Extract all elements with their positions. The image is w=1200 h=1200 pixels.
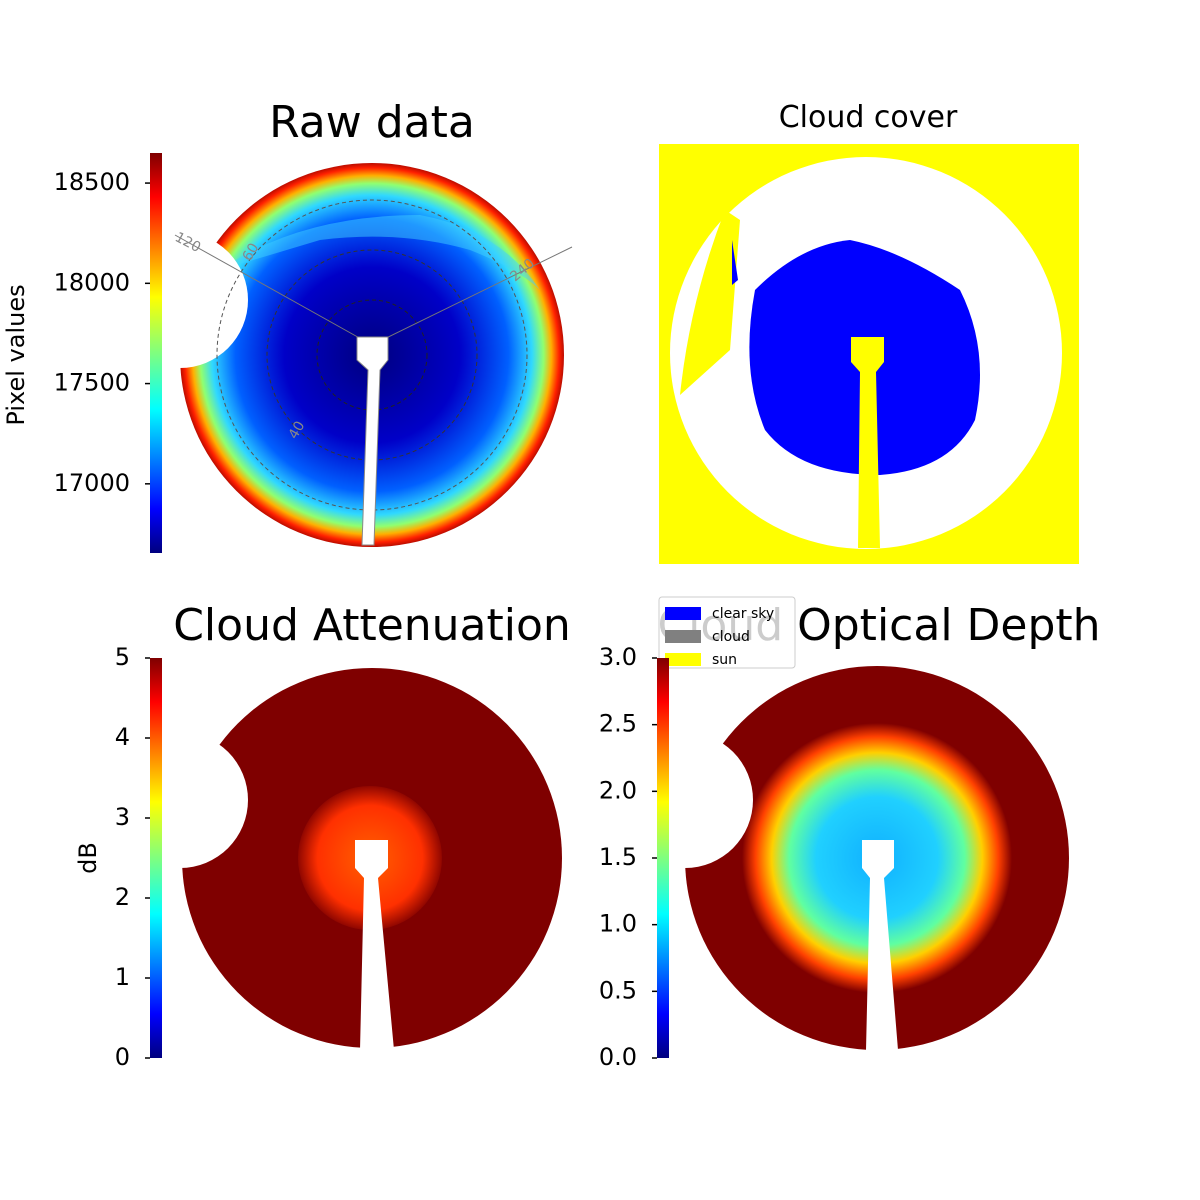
title: Cloud Attenuation <box>173 600 571 651</box>
raw-image <box>112 163 573 547</box>
legend: clear sky cloud sun <box>658 596 796 669</box>
legend-label: clear sky <box>712 606 774 622</box>
legend-swatch <box>665 630 701 643</box>
tick-label: 2 <box>115 883 130 911</box>
tick-label: 18000 <box>54 268 130 296</box>
tick-label: 4 <box>115 723 130 751</box>
legend-swatch <box>665 607 701 620</box>
tick-label: 1 <box>115 963 130 991</box>
colorbar <box>657 658 669 1058</box>
tick-label: 1.5 <box>599 843 637 871</box>
title: Raw data <box>269 97 475 148</box>
optical-depth-image <box>617 666 1069 1050</box>
colorbar-label: dB <box>74 842 102 874</box>
tick-label: 5 <box>115 643 130 671</box>
tick-label: 1.0 <box>599 910 637 938</box>
annotation: 60 <box>240 241 263 264</box>
legend-label: sun <box>712 652 737 668</box>
tick-label: 0.5 <box>599 976 637 1004</box>
cloud-cover-image <box>659 144 1079 564</box>
colorbar <box>150 658 162 1058</box>
tick-label: 0.0 <box>599 1043 637 1071</box>
tick-label: 17000 <box>54 469 130 497</box>
tick-label: 3 <box>115 803 130 831</box>
legend-label: cloud <box>712 629 750 645</box>
tick-label: 18500 <box>54 168 130 196</box>
tick-label: 2.5 <box>599 710 637 738</box>
colorbar <box>150 153 162 553</box>
tick-label: 0 <box>115 1043 130 1071</box>
colorbar-label: Pixel values <box>2 284 30 425</box>
legend-swatch <box>665 653 701 666</box>
tick-label: 2.0 <box>599 776 637 804</box>
attenuation-image <box>112 668 562 1050</box>
title: Cloud cover <box>779 100 958 135</box>
tick-label: 3.0 <box>599 643 637 671</box>
annotation: 40 <box>286 419 309 442</box>
tick-label: 17500 <box>54 369 130 397</box>
